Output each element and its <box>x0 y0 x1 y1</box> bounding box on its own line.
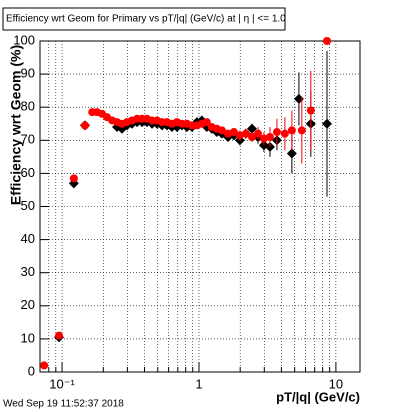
marker <box>55 331 64 340</box>
marker <box>259 134 268 143</box>
y-tick-label: 50 <box>21 198 35 213</box>
marker <box>69 174 78 183</box>
marker <box>265 132 274 141</box>
marker <box>248 132 257 141</box>
marker <box>241 129 250 138</box>
marker <box>229 128 238 137</box>
chart-title: Efficiency wrt Geom for Primary vs pT/|q… <box>6 14 286 25</box>
marker <box>286 148 297 159</box>
marker <box>202 118 211 127</box>
y-tick-label: 100 <box>13 32 35 47</box>
marker <box>254 129 263 138</box>
title-box <box>2 7 286 31</box>
x-tick-label: 10⁻¹ <box>49 376 75 391</box>
marker <box>280 129 289 138</box>
marker <box>306 106 315 115</box>
footer: Wed Sep 19 11:52:37 2018 <box>3 399 124 410</box>
marker <box>287 126 296 135</box>
marker <box>272 128 281 137</box>
y-tick-label: 60 <box>21 165 35 180</box>
marker <box>321 118 332 129</box>
marker <box>217 126 226 135</box>
marker <box>40 361 49 370</box>
marker <box>80 121 89 130</box>
y-tick-label: 90 <box>21 66 35 81</box>
y-tick-label: 80 <box>21 99 35 114</box>
y-tick-label: 70 <box>21 132 35 147</box>
y-tick-label: 30 <box>21 264 35 279</box>
y-tick-label: 0 <box>28 363 35 378</box>
marker <box>297 126 306 135</box>
marker <box>247 123 258 134</box>
y-tick-label: 40 <box>21 231 35 246</box>
x-tick-label: 1 <box>195 376 202 391</box>
y-tick-label: 10 <box>21 330 35 345</box>
x-tick-label: 10 <box>329 376 343 391</box>
y-tick-label: 20 <box>21 297 35 312</box>
marker <box>322 37 331 45</box>
x-axis-label: pT/|q| (GeV/c) <box>276 389 360 404</box>
y-axis-label: Efficiency wrt Geom (%) <box>8 45 24 205</box>
